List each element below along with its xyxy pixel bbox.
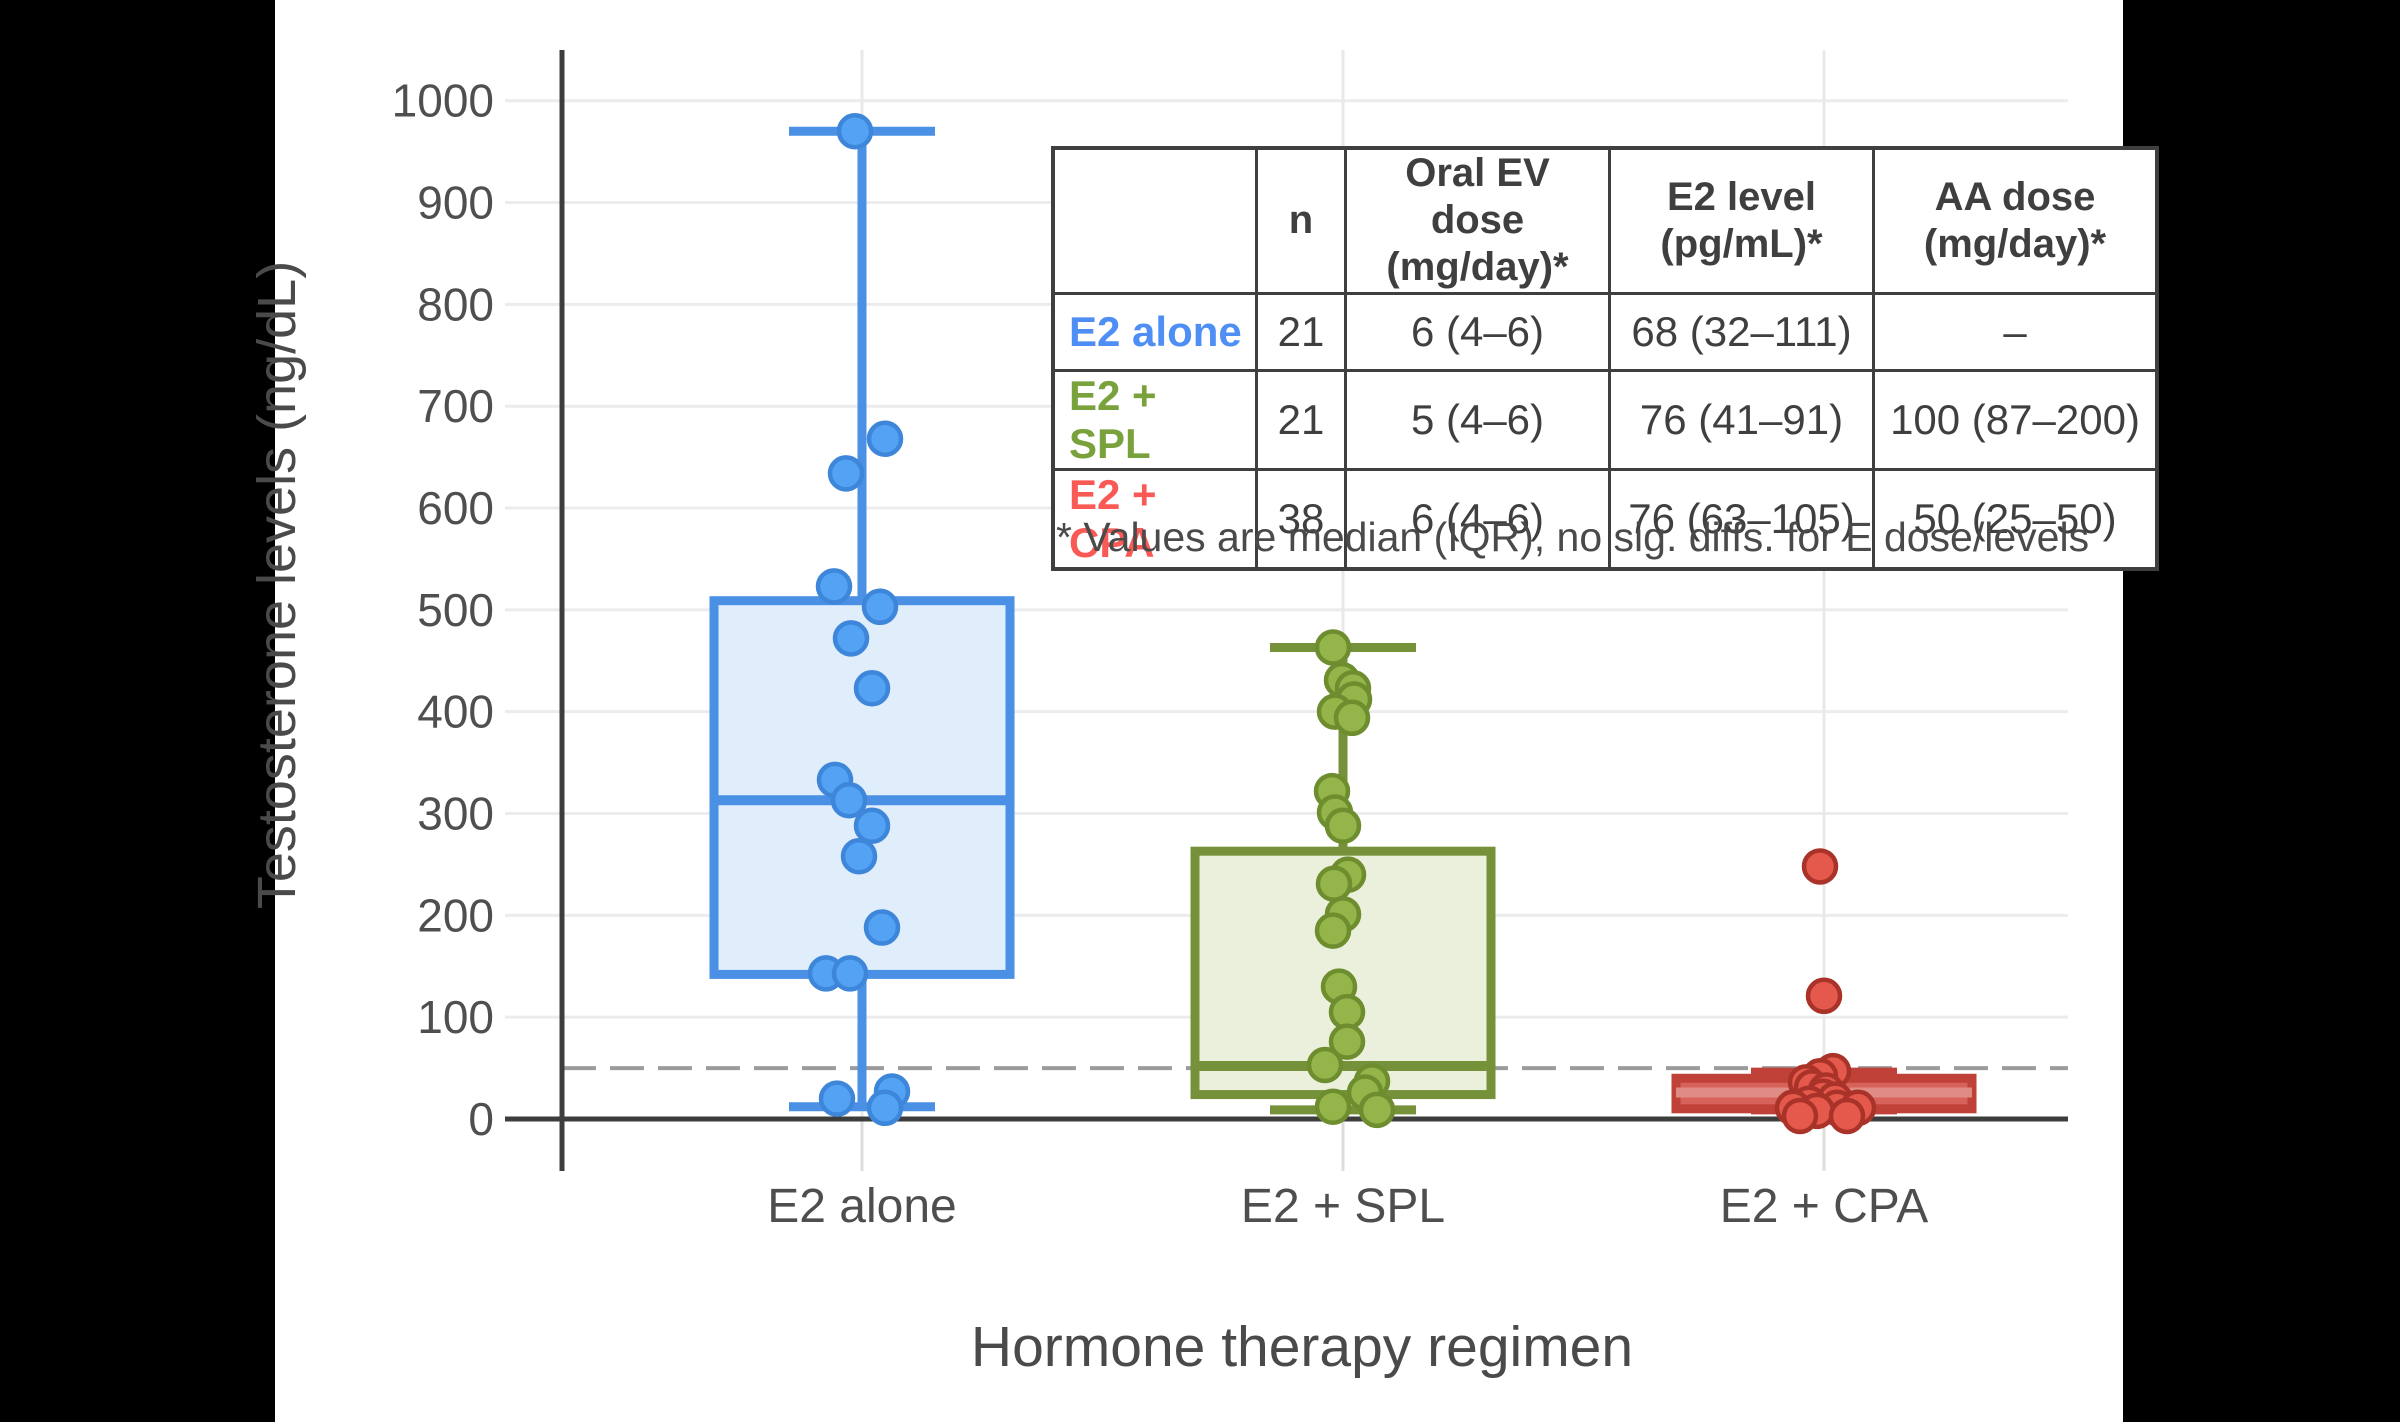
table-cell-2-0: 38 xyxy=(1255,467,1347,571)
data-point-0-13 xyxy=(831,955,869,992)
data-point-1-14 xyxy=(1328,993,1366,1031)
table-cell-1-1: 5 (4–6) xyxy=(1344,368,1611,471)
data-point-0-5 xyxy=(832,620,870,657)
data-point-1-12 xyxy=(1314,912,1352,949)
data-point-0-11 xyxy=(863,909,901,946)
data-point-0-6 xyxy=(853,670,891,707)
x-tick-label-2: E2 + CPA xyxy=(1720,1180,1929,1233)
data-point-0-1 xyxy=(866,420,904,458)
table-cell-0-2: 68 (32–111) xyxy=(1608,291,1875,372)
y-tick-label-900: 900 xyxy=(417,177,494,229)
data-point-0-0 xyxy=(836,112,874,150)
data-point-2-0 xyxy=(1801,848,1839,885)
frame-bar-left xyxy=(0,0,275,1422)
table-header-cell-0 xyxy=(1051,146,1258,295)
table-header-cell-1: n xyxy=(1255,146,1347,295)
table-cell-2-2: 76 (63–105) xyxy=(1608,467,1875,571)
data-point-0-2 xyxy=(827,455,865,492)
table-cell-1-3: 100 (87–200) xyxy=(1872,368,2159,471)
table-header-cell-2: Oral EV dose (mg/day)* xyxy=(1344,146,1611,295)
x-tick-label-1: E2 + SPL xyxy=(1241,1180,1445,1233)
data-point-1-19 xyxy=(1314,1088,1352,1126)
y-tick-label-400: 400 xyxy=(417,686,494,738)
data-point-1-15 xyxy=(1328,1023,1366,1060)
y-tick-label-0: 0 xyxy=(468,1093,494,1145)
data-point-1-10 xyxy=(1315,865,1353,903)
boxplot-group-1 xyxy=(1190,629,1496,1129)
y-tick-label-500: 500 xyxy=(417,584,494,636)
table-header-cell-4: AA dose (mg/day)* xyxy=(1872,146,2159,295)
table-cell-2-1: 6 (4–6) xyxy=(1344,467,1611,571)
table-row-label-0: E2 alone xyxy=(1051,291,1258,372)
table-header: n Oral EV dose (mg/day)* E2 level (pg/mL)*… xyxy=(1051,146,2159,295)
table-cell-1-0: 21 xyxy=(1255,368,1347,471)
y-tick-label-700: 700 xyxy=(417,380,494,432)
data-point-2-1 xyxy=(1805,977,1843,1015)
data-point-1-20 xyxy=(1358,1091,1396,1129)
table-cell-0-1: 6 (4–6) xyxy=(1344,291,1611,372)
table-row-2: E2 + CPA 38 6 (4–6) 76 (63–105) 50 (25–50) xyxy=(1051,467,2159,571)
table-row-label-2: E2 + CPA xyxy=(1051,467,1258,571)
data-point-1-16 xyxy=(1306,1046,1344,1084)
data-point-1-5 xyxy=(1333,699,1371,737)
y-tick-label-800: 800 xyxy=(417,278,494,330)
y-tick-label-600: 600 xyxy=(417,482,494,534)
table-row-1: E2 + SPL 21 5 (4–6) 76 (41–91) 100 (87–200) xyxy=(1051,368,2159,471)
x-tick-label-0: E2 alone xyxy=(767,1180,957,1233)
y-axis-title: Testosterone levels (ng/dL) xyxy=(247,260,307,910)
table-footnote: * Values are median (IQR), no sig. diffs… xyxy=(1056,514,2090,560)
data-point-0-4 xyxy=(861,588,899,626)
table-row-0: E2 alone 21 6 (4–6) 68 (32–111) – xyxy=(1051,291,2159,372)
data-point-2-15 xyxy=(1781,1097,1819,1135)
y-tick-label-300: 300 xyxy=(417,788,494,840)
data-point-0-10 xyxy=(840,838,878,875)
table-cell-1-2: 76 (41–91) xyxy=(1608,368,1875,471)
table-cell-2-3: 50 (25–50) xyxy=(1872,467,2159,571)
data-point-0-16 xyxy=(866,1089,904,1127)
box-iqr-0 xyxy=(709,596,1015,979)
table-cell-0-0: 21 xyxy=(1255,291,1347,372)
table-header-cell-3: E2 level (pg/mL)* xyxy=(1608,146,1875,295)
y-tick-label-100: 100 xyxy=(417,991,494,1043)
data-point-0-8 xyxy=(830,782,868,819)
table-header-row: n Oral EV dose (mg/day)* E2 level (pg/mL)*… xyxy=(1051,146,2159,295)
data-point-0-15 xyxy=(818,1080,856,1117)
table-cell-0-3: – xyxy=(1872,291,2159,372)
data-point-0-9 xyxy=(853,807,891,844)
inset-summary-table: n Oral EV dose (mg/day)* E2 level (pg/mL)*… xyxy=(1051,146,2159,571)
frame-bar-right xyxy=(2123,0,2400,1422)
data-point-1-8 xyxy=(1324,807,1362,844)
data-point-0-3 xyxy=(815,568,853,605)
boxplot-group-2 xyxy=(1671,848,1977,1135)
x-axis-title: Hormone therapy regimen xyxy=(970,1315,1634,1379)
table-body: E2 alone 21 6 (4–6) 68 (32–111) – E2 + SPL 21 5… xyxy=(1051,291,2159,571)
y-tick-label-200: 200 xyxy=(417,889,494,941)
boxplot-group-0 xyxy=(709,112,1015,1127)
data-point-2-14 xyxy=(1828,1097,1866,1135)
table-row-label-1: E2 + SPL xyxy=(1051,368,1258,471)
data-point-1-0 xyxy=(1314,629,1352,666)
y-tick-label-1000: 1000 xyxy=(392,75,494,127)
